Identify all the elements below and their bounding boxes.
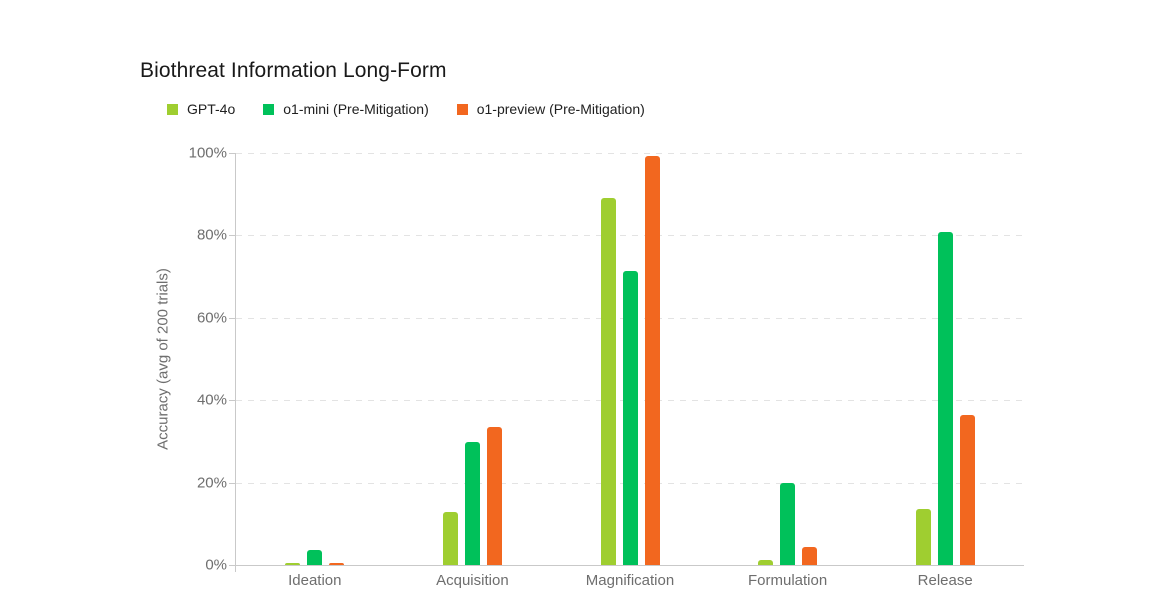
bar: [486, 426, 502, 565]
y-tick-label: 60%: [196, 309, 227, 327]
legend-swatch-icon: [263, 103, 275, 115]
y-tick: [229, 235, 235, 237]
y-axis-title: Accuracy (avg of 200 trials): [154, 268, 172, 450]
bar: [644, 155, 660, 565]
y-tick: [229, 317, 235, 319]
gridline: [236, 153, 1024, 154]
y-tick: [229, 482, 235, 484]
bar: [622, 270, 638, 565]
bar: [307, 550, 323, 565]
bar: [442, 511, 458, 565]
x-axis-label: Magnification: [585, 572, 675, 589]
legend-label: o1-preview (Pre-Mitigation): [476, 101, 645, 117]
bar: [285, 562, 301, 565]
legend-item: o1-preview (Pre-Mitigation): [456, 101, 645, 117]
x-axis-label: Formulation: [747, 572, 828, 589]
x-axis-corner-tick: [235, 566, 236, 572]
y-tick-label: 40%: [196, 391, 227, 409]
x-axis-label: Acquisition: [436, 572, 509, 589]
chart-title: Biothreat Information Long-Form: [140, 59, 447, 82]
y-tick-label: 0%: [205, 556, 227, 574]
x-axis-label: Release: [917, 572, 973, 589]
bar: [915, 508, 931, 565]
plot-area: 0% 20% 40% 60% 80% 100% Ideation Acquisition Mag…: [189, 145, 1024, 589]
bar: [600, 198, 616, 565]
y-tick: [229, 153, 235, 154]
gridline: [236, 235, 1024, 237]
y-tick-label: 80%: [196, 226, 227, 244]
bar: [937, 232, 953, 565]
y-tick: [229, 565, 235, 566]
x-axis-label: Ideation: [288, 572, 342, 589]
y-tick: [229, 400, 235, 402]
bar: [329, 563, 345, 565]
legend-label: o1-mini (Pre-Mitigation): [283, 101, 429, 117]
bar: [758, 560, 774, 565]
legend: GPT-4o o1-mini (Pre-Mitigation) o1-preview…: [167, 101, 645, 117]
legend-item: o1-mini (Pre-Mitigation): [263, 101, 429, 117]
y-tick-label: 100%: [188, 144, 227, 162]
legend-swatch-icon: [167, 103, 178, 115]
legend-label: GPT-4o: [187, 101, 236, 117]
bar: [464, 441, 480, 565]
legend-item: GPT-4o: [167, 101, 235, 117]
legend-swatch-icon: [456, 103, 468, 115]
bar: [780, 483, 796, 565]
bar: [959, 415, 975, 565]
bar: [802, 546, 818, 565]
y-tick-label: 20%: [196, 474, 227, 492]
